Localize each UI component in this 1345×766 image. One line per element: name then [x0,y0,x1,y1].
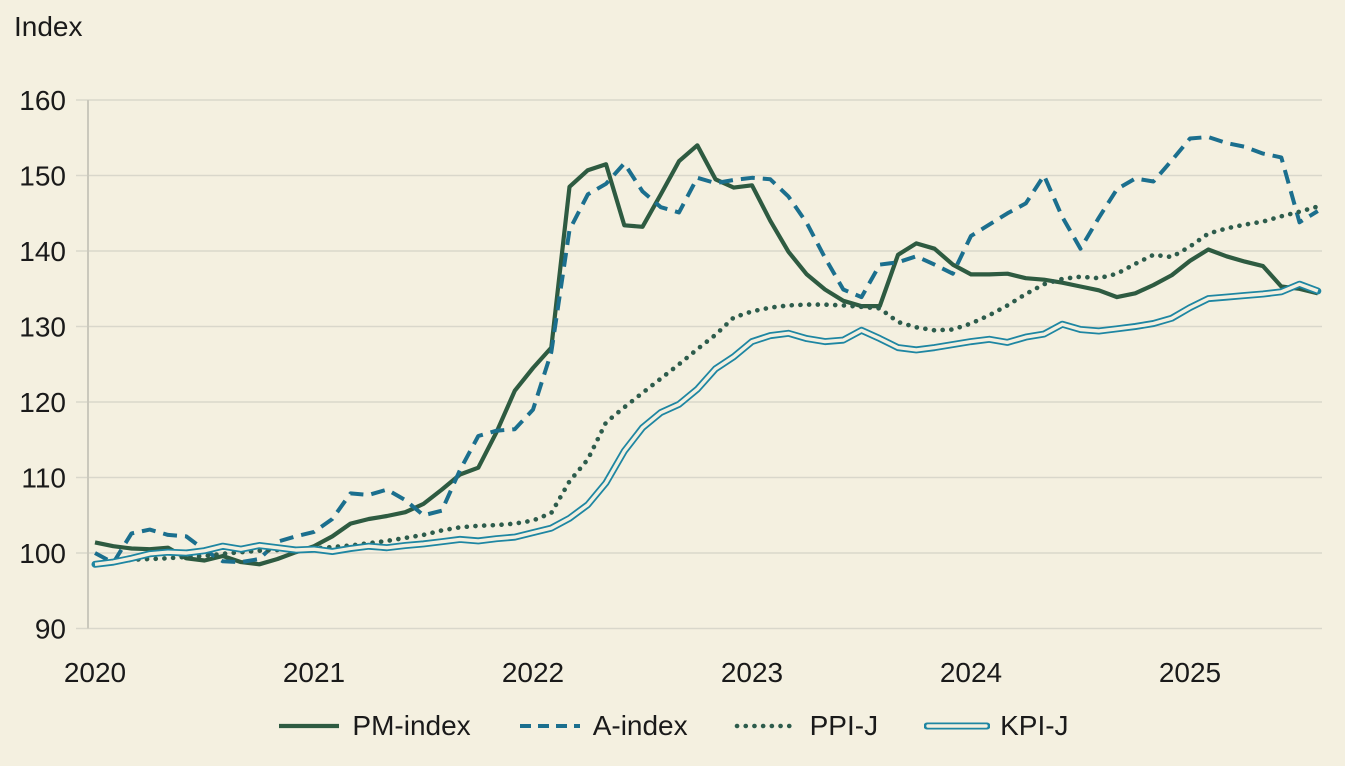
legend-swatch-kpi-j-icon [924,722,991,730]
legend-label-pm-index: PM-index [352,710,471,741]
chart-legend: PM-index A-index PPI-J KPI-J [0,710,1345,742]
legend-swatch-ppi-j-icon [734,723,799,729]
y-tick-label-160: 160 [19,85,66,116]
y-tick-label-100: 100 [19,538,66,569]
y-tick-label-140: 140 [19,236,66,267]
legend-item-kpi-j: KPI-J [924,710,1069,742]
x-tick-label-2023: 2023 [721,657,783,688]
kpi-j-line-core [94,282,1319,566]
pm-index-line [94,143,1319,567]
x-tick-label-2020: 2020 [64,657,126,688]
y-axis-title: Index [14,11,83,42]
legend-item-pm-index: PM-index [276,710,471,742]
y-tick-label-130: 130 [19,312,66,343]
legend-item-ppi-j: PPI-J [734,710,878,742]
legend-swatch-pm-index-icon [279,723,340,729]
ppi-j-line [92,204,1321,566]
legend-label-ppi-j: PPI-J [809,710,879,741]
a-index-line [94,135,1319,565]
x-tick-label-2021: 2021 [283,657,345,688]
y-tick-label-150: 150 [19,161,66,192]
legend-item-a-index: A-index [517,710,688,742]
legend-swatch-a-index-icon [519,724,580,728]
y-tick-label-120: 120 [19,387,66,418]
x-tick-label-2022: 2022 [502,657,564,688]
y-tick-label-110: 110 [21,463,66,494]
legend-label-kpi-j: KPI-J [1000,710,1069,741]
y-tick-label-90: 90 [35,614,66,645]
legend-label-a-index: A-index [592,710,688,741]
x-tick-label-2024: 2024 [940,657,1002,688]
x-tick-label-2025: 2025 [1159,657,1221,688]
